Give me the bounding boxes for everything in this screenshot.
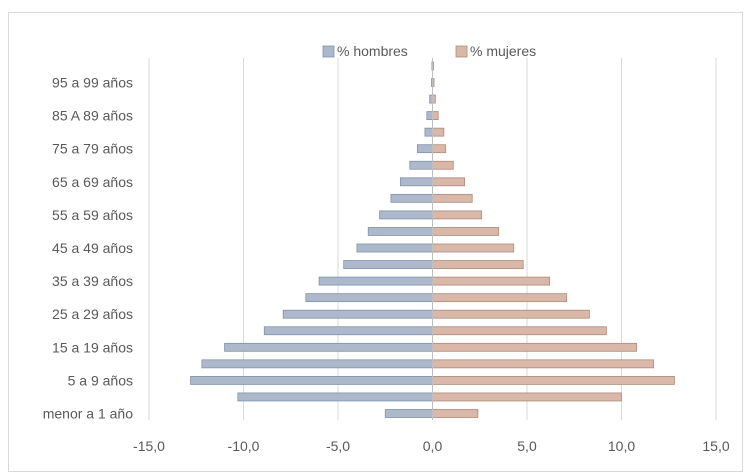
- x-tick-label: 0,0: [423, 438, 443, 454]
- x-tick-labels: -15,0 -10,0 -5,0 0,0 5,0 10,0 15,0: [133, 438, 730, 454]
- bar-hombres: [343, 260, 433, 269]
- category-label: 25 a 29 años: [52, 306, 133, 322]
- bar-mujeres: [432, 227, 500, 236]
- legend: % hombres % mujeres: [322, 43, 536, 59]
- bar-hombres: [282, 309, 433, 319]
- bar-hombres: [379, 210, 433, 220]
- category-label: 15 a 19 años: [52, 339, 133, 355]
- x-tick-label: -15,0: [133, 438, 165, 454]
- category-label: 5 a 9 años: [68, 372, 133, 388]
- bar-hombres: [318, 276, 433, 286]
- legend-label-hombres: % hombres: [337, 43, 408, 59]
- bar-mujeres: [432, 193, 473, 203]
- bar-hombres: [384, 409, 433, 418]
- bar-hombres: [409, 160, 433, 170]
- bar-mujeres: [432, 210, 483, 220]
- category-label: menor a 1 año: [43, 406, 133, 422]
- bar-mujeres: [432, 392, 622, 402]
- bar-hombres: [190, 375, 433, 385]
- legend-swatch-mujeres: [455, 45, 468, 58]
- bar-mujeres: [432, 260, 524, 269]
- bar-hombres: [424, 127, 433, 137]
- x-tick-label: 10,0: [608, 438, 635, 454]
- bar-hombres: [224, 342, 433, 352]
- bar-hombres: [399, 177, 433, 187]
- bars: [190, 58, 675, 420]
- bar-mujeres: [432, 359, 655, 369]
- bar-hombres: [367, 227, 433, 236]
- bar-hombres: [237, 392, 433, 402]
- bar-mujeres: [432, 309, 590, 319]
- x-tick-label: 15,0: [702, 438, 729, 454]
- bar-mujeres: [432, 160, 454, 170]
- bar-mujeres: [432, 144, 447, 154]
- bar-mujeres: [432, 326, 607, 336]
- bar-mujeres: [432, 293, 568, 303]
- bar-mujeres: [432, 127, 445, 137]
- bar-mujeres: [432, 342, 638, 352]
- bar-mujeres: [432, 177, 466, 187]
- category-label: 35 a 39 años: [52, 273, 133, 289]
- bar-hombres: [263, 326, 433, 336]
- category-label: 85 A 89 años: [52, 108, 133, 124]
- bar-hombres: [356, 243, 433, 253]
- bar-mujeres: [432, 276, 551, 286]
- category-labels: menor a 1 año 5 a 9 años 15 a 19 años 25 a …: [43, 75, 133, 422]
- bar-mujeres: [432, 111, 439, 120]
- category-label: 95 a 99 años: [52, 75, 133, 91]
- category-label: 75 a 79 años: [52, 141, 133, 157]
- chart-frame: [8, 12, 743, 472]
- category-label: 55 a 59 años: [52, 207, 133, 223]
- bar-hombres: [305, 293, 433, 303]
- category-label: 45 a 49 años: [52, 240, 133, 256]
- category-label: 65 a 69 años: [52, 174, 133, 190]
- bar-hombres: [201, 359, 433, 369]
- legend-swatch-hombres: [322, 45, 335, 58]
- bar-mujeres: [432, 409, 479, 418]
- legend-label-mujeres: % mujeres: [470, 43, 536, 59]
- bar-mujeres: [432, 375, 675, 385]
- bar-hombres: [416, 144, 433, 154]
- x-tick-label: -5,0: [326, 438, 350, 454]
- x-tick-label: 5,0: [517, 438, 537, 454]
- x-tick-label: -10,0: [228, 438, 260, 454]
- bar-hombres: [426, 111, 433, 120]
- bar-mujeres: [432, 243, 515, 253]
- bar-hombres: [390, 193, 433, 203]
